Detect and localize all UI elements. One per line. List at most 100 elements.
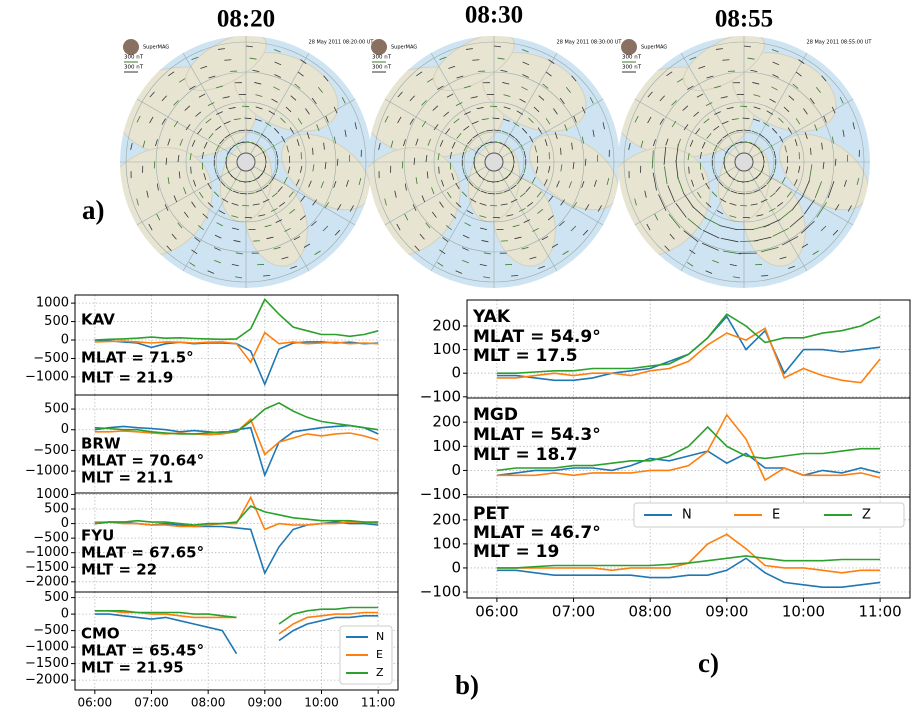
station-mlt: MLT = 17.5 — [473, 346, 578, 366]
y-tick-label: −100 — [420, 485, 461, 503]
y-tick-label: −1000 — [25, 464, 69, 479]
y-tick-label: 500 — [44, 502, 69, 517]
legend-label: E — [772, 508, 780, 523]
station-mlt: MLT = 21.1 — [81, 469, 173, 487]
scale-label: 300 nT — [124, 65, 144, 71]
logo-text: SuperMAG — [391, 45, 417, 51]
x-tick-label: 10:00 — [782, 603, 825, 621]
vector — [761, 275, 768, 276]
y-tick-label: 0 — [451, 461, 461, 479]
y-tick-label: −1000 — [25, 545, 69, 560]
x-tick-label: 06:00 — [78, 696, 113, 710]
station-station: KAV — [81, 311, 115, 329]
pole — [485, 153, 503, 171]
y-tick-label: 0 — [451, 558, 461, 576]
y-tick-label: 0 — [61, 333, 69, 348]
x-tick-label: 11:00 — [361, 696, 396, 710]
x-tick-label: 11:00 — [858, 603, 901, 621]
y-tick-label: −500 — [33, 351, 69, 366]
y-tick-label: −1500 — [25, 560, 69, 575]
y-tick-label: 200 — [432, 316, 461, 334]
station-mlt: MLT = 22 — [81, 561, 157, 579]
station-mlat: MLAT = 54.9° — [473, 327, 601, 347]
timestamp: 28 May 2011 08:20:00 UT — [309, 40, 375, 46]
vector — [313, 148, 314, 155]
station-station: BRW — [81, 435, 121, 453]
x-tick-label: 07:00 — [552, 603, 595, 621]
station-station: CMO — [81, 625, 120, 643]
logo-text: SuperMAG — [143, 45, 169, 51]
legend-label: E — [376, 648, 383, 661]
y-tick-label: 1000 — [36, 487, 69, 502]
vector — [689, 167, 690, 174]
y-tick-label: −1000 — [25, 369, 69, 384]
station-mlat: MLAT = 67.65° — [81, 544, 204, 562]
station-station: YAK — [472, 307, 511, 327]
x-tick-label: 08:00 — [191, 696, 226, 710]
y-tick-label: 100 — [432, 340, 461, 358]
vector — [561, 148, 562, 155]
map-title: 08:20 — [217, 6, 275, 33]
station-station: MGD — [473, 405, 518, 425]
vector — [722, 60, 729, 61]
map-title: 08:55 — [715, 6, 773, 33]
station-mlat: MLAT = 71.5° — [81, 349, 194, 367]
panel-label: a) — [82, 195, 105, 225]
station-mlat: MLAT = 65.45° — [81, 642, 204, 660]
x-tick-label: 07:00 — [134, 696, 169, 710]
legend-label: N — [376, 630, 384, 643]
y-tick-label: −100 — [420, 582, 461, 600]
vector — [472, 60, 479, 61]
x-tick-label: 10:00 — [304, 696, 339, 710]
figure: a) b) c) 08:20 SuperMAG 28 May 2011 08:20:… — [0, 0, 914, 718]
station-mlat: MLAT = 70.64° — [81, 452, 204, 470]
timestamp: 28 May 2011 08:55:00 UT — [807, 40, 873, 46]
station-mlt: MLT = 21.9 — [81, 369, 173, 387]
station-station: PET — [473, 504, 509, 524]
vector — [224, 60, 231, 61]
logo-text: SuperMAG — [641, 45, 667, 51]
y-tick-label: 0 — [61, 516, 69, 531]
vector — [439, 167, 440, 174]
map — [326, 22, 632, 288]
scale-label: 300 nT — [622, 65, 642, 71]
y-tick-label: 500 — [44, 590, 69, 605]
y-tick-label: 500 — [44, 314, 69, 329]
y-tick-label: −500 — [33, 443, 69, 458]
panel-label: c) — [698, 648, 719, 678]
panel-label: b) — [455, 670, 479, 700]
y-tick-label: 0 — [61, 422, 69, 437]
y-tick-label: 200 — [432, 413, 461, 431]
x-tick-label: 06:00 — [475, 603, 518, 621]
legend-label: Z — [862, 508, 871, 523]
logo — [371, 39, 387, 55]
x-tick-label: 09:00 — [248, 696, 283, 710]
timestamp: 28 May 2011 08:30:00 UT — [557, 40, 623, 46]
map — [78, 22, 384, 288]
y-tick-label: −500 — [33, 623, 69, 638]
map-title: 08:30 — [465, 2, 523, 29]
y-tick-label: 100 — [432, 437, 461, 455]
y-tick-label: 500 — [44, 402, 69, 417]
station-mlat: MLAT = 46.7° — [473, 523, 601, 543]
scale-label: 300 nT — [622, 55, 642, 61]
map — [576, 22, 882, 288]
y-tick-label: 1000 — [36, 296, 69, 311]
y-tick-label: −1000 — [25, 640, 69, 655]
vector — [191, 167, 192, 174]
logo — [621, 39, 637, 55]
y-tick-label: 0 — [61, 607, 69, 622]
station-station: FYU — [81, 527, 114, 545]
y-tick-label: −2000 — [25, 574, 69, 589]
scale-label: 300 nT — [124, 55, 144, 61]
scale-label: 300 nT — [372, 65, 392, 71]
y-tick-label: −500 — [33, 531, 69, 546]
x-tick-label: 09:00 — [705, 603, 748, 621]
y-tick-label: 100 — [432, 534, 461, 552]
y-tick-label: −2000 — [25, 673, 69, 688]
y-tick-label: 200 — [432, 510, 461, 528]
vector — [811, 148, 812, 155]
y-tick-label: −100 — [420, 387, 461, 405]
logo — [123, 39, 139, 55]
pole — [735, 153, 753, 171]
